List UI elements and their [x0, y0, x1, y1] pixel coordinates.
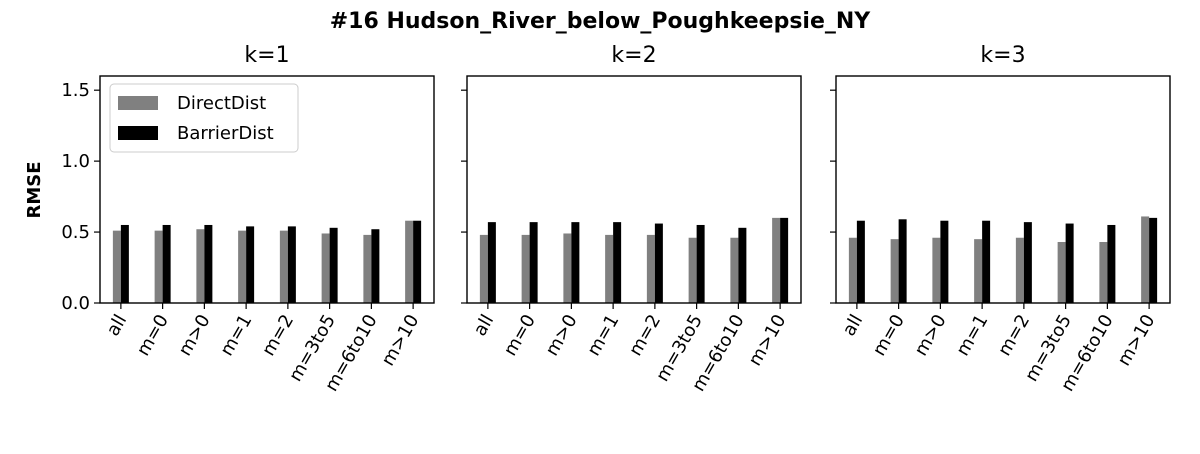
- bar-barrierdist-m=1: [246, 226, 255, 303]
- x-tick-label: m>10: [378, 311, 424, 370]
- bar-barrierdist-m=1: [613, 222, 622, 303]
- bar-barrierdist-all: [487, 222, 496, 303]
- legend-swatch-barrierdist: [118, 126, 158, 140]
- bar-directdist-m=1: [974, 239, 983, 303]
- bar-barrierdist-m>0: [940, 220, 949, 303]
- bar-barrierdist-m>0: [571, 222, 580, 303]
- bar-directdist-m=6to10: [363, 234, 372, 303]
- panel-title: k=2: [611, 43, 656, 68]
- x-tick-label: all: [838, 311, 867, 340]
- x-tick-label: m=2: [994, 311, 1034, 360]
- bar-directdist-m=0: [154, 230, 163, 303]
- bar-directdist-m=3to5: [321, 233, 330, 303]
- plot-frame: [466, 75, 802, 304]
- bar-directdist-m=0: [521, 234, 530, 303]
- legend-label-barrierdist: BarrierDist: [177, 123, 274, 144]
- bar-barrierdist-m=0: [529, 222, 538, 303]
- bar-barrierdist-all: [120, 224, 129, 303]
- bar-directdist-m>10: [405, 220, 414, 303]
- bar-barrierdist-m>10: [780, 217, 789, 303]
- x-tick-label: m>0: [541, 311, 581, 360]
- bar-barrierdist-m=3to5: [1065, 223, 1074, 303]
- x-tick-label: m=1: [952, 311, 992, 360]
- bar-barrierdist-m=6to10: [371, 229, 380, 303]
- bar-directdist-all: [112, 230, 121, 303]
- bar-barrierdist-m>0: [204, 224, 213, 303]
- bar-directdist-m=2: [646, 234, 655, 303]
- x-tick-label: all: [102, 311, 131, 340]
- y-tick-label: 0.5: [61, 222, 90, 243]
- bar-barrierdist-m>10: [1149, 217, 1158, 303]
- bar-directdist-m=0: [890, 239, 899, 303]
- legend-label-directdist: DirectDist: [177, 93, 266, 114]
- x-tick-label: m=0: [500, 311, 540, 360]
- bar-barrierdist-m=3to5: [329, 227, 338, 303]
- bar-barrierdist-m=6to10: [738, 227, 747, 303]
- bar-directdist-all: [848, 237, 857, 303]
- x-tick-label: m>0: [174, 311, 214, 360]
- bar-directdist-m=1: [238, 230, 247, 303]
- bar-barrierdist-m=2: [654, 223, 663, 303]
- bar-barrierdist-m=2: [1023, 222, 1032, 303]
- y-tick-label: 1.5: [61, 80, 90, 101]
- x-tick-label: m=1: [583, 311, 623, 360]
- x-tick-label: m=1: [216, 311, 256, 360]
- y-tick-label: 1.0: [61, 151, 90, 172]
- bar-barrierdist-all: [856, 220, 865, 303]
- bar-directdist-m=2: [279, 230, 288, 303]
- x-tick-label: m>0: [910, 311, 950, 360]
- legend: DirectDist BarrierDist: [109, 83, 299, 153]
- bar-directdist-m=3to5: [688, 237, 697, 303]
- bar-barrierdist-m=0: [898, 219, 907, 303]
- bar-directdist-all: [479, 234, 488, 303]
- bar-directdist-m=2: [1015, 237, 1024, 303]
- bar-barrierdist-m>10: [413, 220, 422, 303]
- x-tick-label: m=0: [869, 311, 909, 360]
- bar-barrierdist-m=0: [162, 224, 171, 303]
- x-tick-label: m>10: [1114, 311, 1160, 370]
- bar-directdist-m>0: [196, 229, 205, 303]
- legend-swatch-directdist: [118, 96, 158, 110]
- bar-directdist-m=1: [605, 234, 614, 303]
- bar-directdist-m=6to10: [730, 237, 739, 303]
- plot-frame: [835, 75, 1171, 304]
- bar-barrierdist-m=6to10: [1107, 224, 1116, 303]
- x-tick-label: all: [469, 311, 498, 340]
- bar-barrierdist-m=3to5: [696, 224, 705, 303]
- bar-directdist-m>0: [563, 233, 572, 303]
- bar-directdist-m=6to10: [1099, 241, 1108, 303]
- bar-directdist-m>0: [932, 237, 941, 303]
- x-tick-label: m=0: [133, 311, 173, 360]
- bar-barrierdist-m=1: [982, 220, 991, 303]
- bar-directdist-m=3to5: [1057, 241, 1066, 303]
- x-tick-label: m=2: [258, 311, 298, 360]
- bar-directdist-m>10: [1141, 216, 1150, 303]
- panel-title: k=3: [980, 43, 1025, 68]
- panel-title: k=1: [244, 43, 289, 68]
- figure-title: #16 Hudson_River_below_Poughkeepsie_NY: [330, 9, 872, 34]
- y-axis-label: RMSE: [24, 161, 45, 218]
- y-tick-label: 0.0: [61, 293, 90, 314]
- bar-barrierdist-m=2: [287, 226, 296, 303]
- x-tick-label: m=2: [625, 311, 665, 360]
- bar-directdist-m>10: [772, 217, 781, 303]
- plot-frame: [99, 75, 435, 304]
- x-tick-label: m>10: [745, 311, 791, 370]
